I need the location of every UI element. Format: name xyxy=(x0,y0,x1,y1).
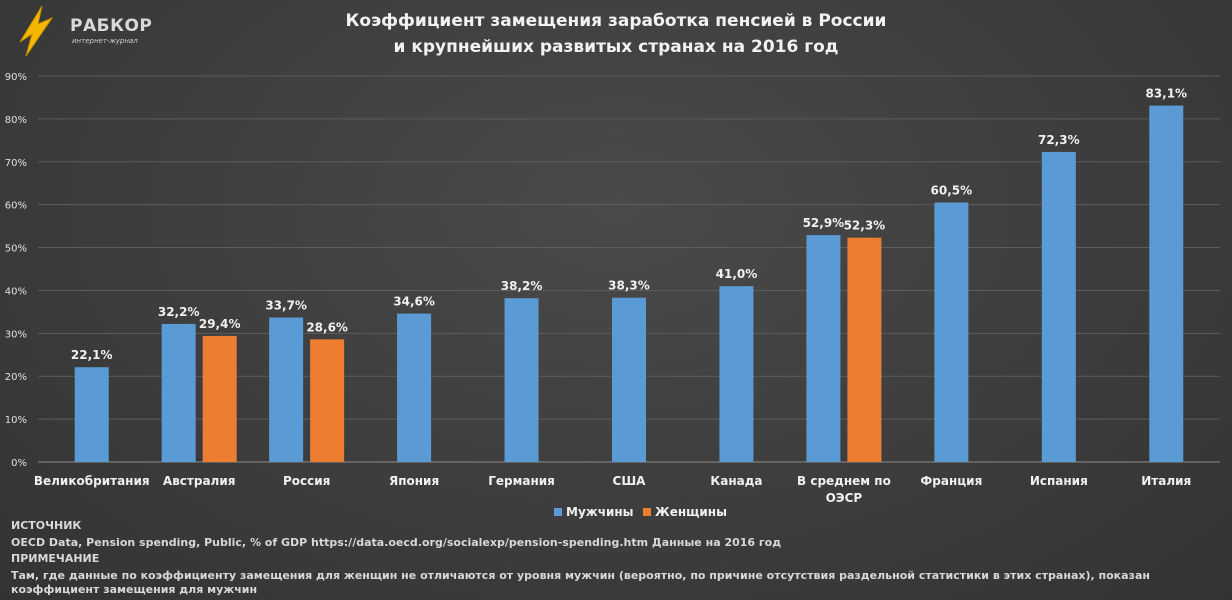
data-label: 38,3% xyxy=(608,279,650,293)
y-tick-label: 70% xyxy=(5,158,27,169)
x-tick-label: Испания xyxy=(1030,474,1088,488)
data-label: 41,0% xyxy=(716,267,758,281)
data-label: 38,2% xyxy=(501,279,543,293)
x-tick-label: Италия xyxy=(1141,474,1191,488)
data-label: 52,3% xyxy=(844,219,886,233)
source-heading: ИСТОЧНИК xyxy=(11,519,82,532)
data-label: 83,1% xyxy=(1145,87,1187,101)
y-tick-label: 0% xyxy=(11,458,27,469)
bar-men xyxy=(74,367,109,462)
lightning-bolt-icon xyxy=(19,5,54,57)
x-tick-label: Великобритания xyxy=(34,474,150,488)
bar-chart: 0% 10% 20% 30% 40% 50% 60% 70% 80% 90% 22,1% Велико… xyxy=(5,72,1220,519)
x-tick-label: Канада xyxy=(710,474,762,488)
bar-women xyxy=(847,237,882,462)
bar-men xyxy=(269,317,304,462)
bar-men xyxy=(161,323,196,462)
note-heading: ПРИМЕЧАНИЕ xyxy=(11,552,100,565)
source-text: OECD Data, Pension spending, Public, % o… xyxy=(11,536,782,549)
data-label: 52,9% xyxy=(803,216,845,230)
bar-men xyxy=(397,313,432,462)
bar-women xyxy=(310,339,345,462)
data-label: 22,1% xyxy=(71,348,113,362)
logo: РАБКОР интернет-журнал xyxy=(12,2,152,58)
x-tick-label: Австралия xyxy=(163,474,236,488)
bar-men xyxy=(934,202,969,462)
bar-men xyxy=(504,298,539,462)
x-tick-label: Россия xyxy=(283,474,330,488)
legend-label-women: Женщины xyxy=(655,505,727,519)
y-tick-label: 60% xyxy=(5,201,27,212)
logo-subtitle: интернет-журнал xyxy=(72,37,138,45)
bar-men xyxy=(612,297,646,462)
chart-title-line2: и крупнейших развитых странах на 2016 го… xyxy=(393,37,839,57)
data-label: 28,6% xyxy=(306,320,348,334)
logo-name: РАБКОР xyxy=(70,16,153,36)
x-tick-label: Япония xyxy=(389,474,439,488)
x-tick-label: В среднем по ОЭСР xyxy=(797,474,891,505)
data-label: 33,7% xyxy=(265,298,307,312)
bar-men xyxy=(806,235,841,462)
y-tick-label: 20% xyxy=(5,372,27,383)
y-tick-label: 30% xyxy=(5,329,27,340)
x-tick-label: Франция xyxy=(920,474,982,488)
bar-women xyxy=(202,335,237,462)
data-label: 32,2% xyxy=(158,305,200,319)
y-tick-label: 50% xyxy=(5,244,27,255)
x-tick-label: США xyxy=(613,474,647,488)
x-tick-label: Германия xyxy=(488,474,555,488)
data-label: 72,3% xyxy=(1038,133,1080,147)
y-tick-label: 10% xyxy=(5,415,27,426)
legend-label-men: Мужчины xyxy=(566,505,634,519)
y-tick-label: 80% xyxy=(5,115,27,126)
bar-men xyxy=(719,286,754,462)
legend-swatch-women xyxy=(643,508,651,516)
note-text: Там, где данные по коэффициенту замещени… xyxy=(11,569,1150,596)
data-label: 34,6% xyxy=(393,295,435,309)
data-label: 29,4% xyxy=(199,317,241,331)
chart-title: Коэффициент замещения заработка пенсией … xyxy=(280,8,952,60)
data-label: 60,5% xyxy=(931,184,973,198)
legend-swatch-men xyxy=(554,508,562,516)
chart-title-line1: Коэффициент замещения заработка пенсией … xyxy=(345,11,887,31)
y-tick-label: 40% xyxy=(5,286,27,297)
bar-men xyxy=(1041,151,1076,462)
bar-men xyxy=(1149,105,1184,463)
y-tick-label: 90% xyxy=(5,72,27,83)
